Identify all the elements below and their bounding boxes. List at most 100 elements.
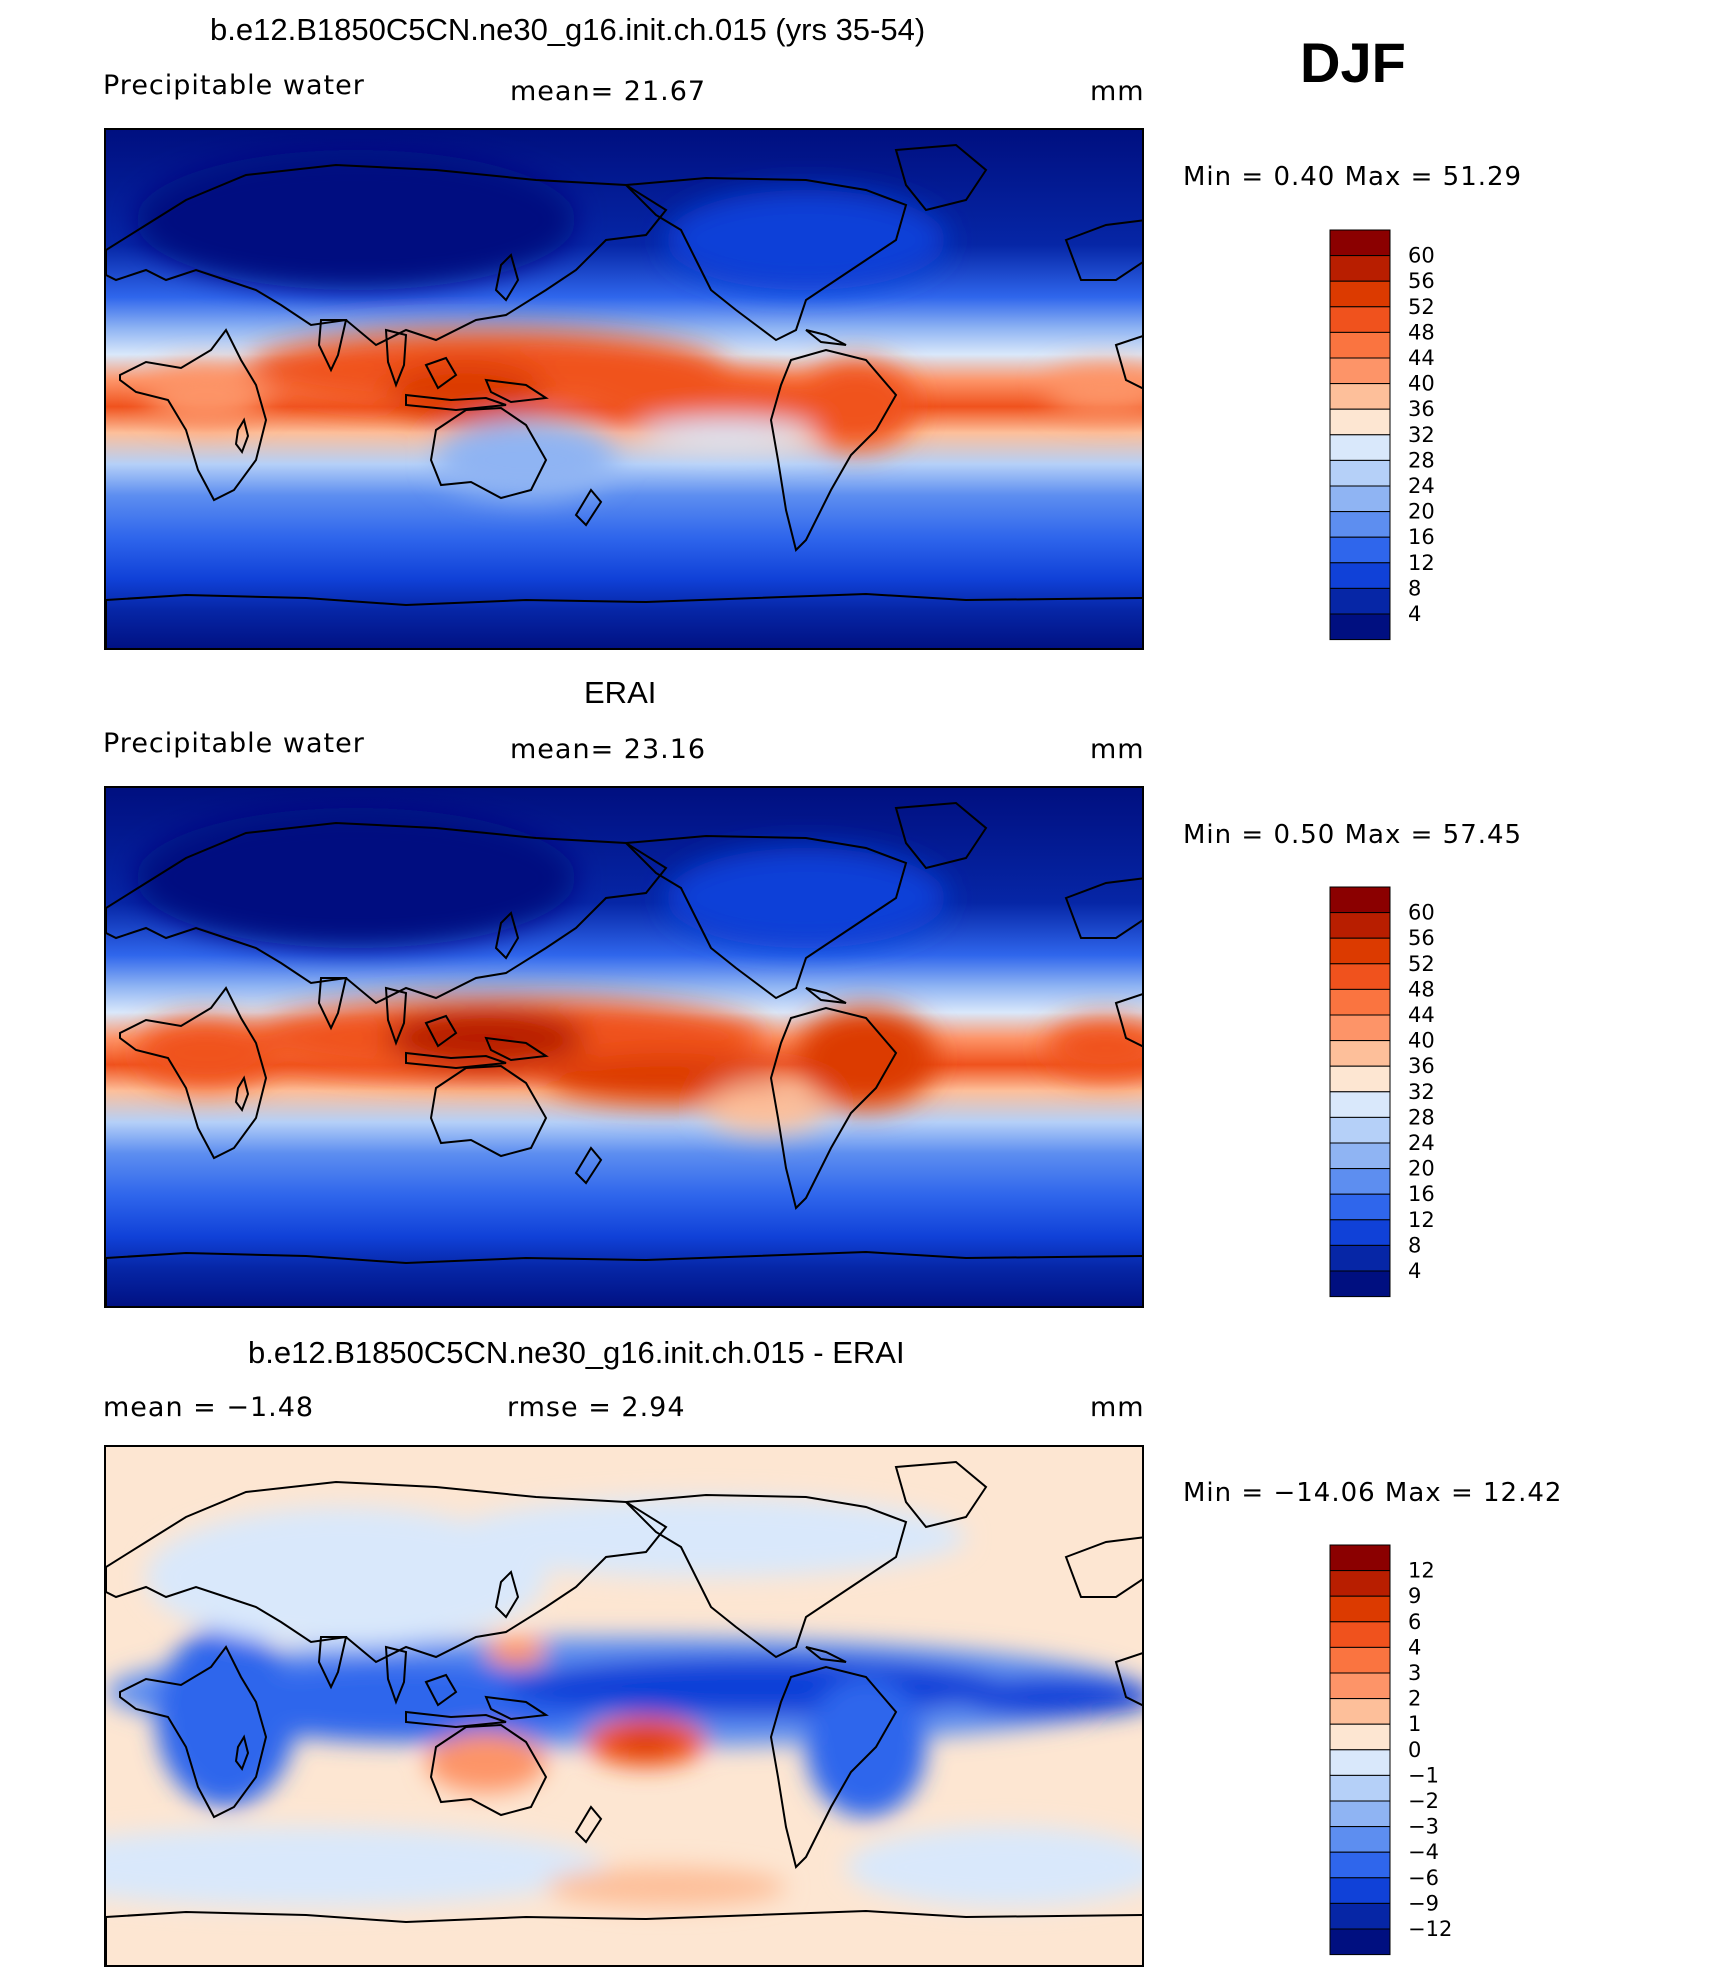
colorbar-tick-label: 2	[1408, 1687, 1421, 1711]
colorbar-swatch	[1329, 383, 1391, 410]
colorbar-swatch	[1329, 1646, 1391, 1674]
coastline	[119, 1645, 268, 1819]
coastline	[894, 143, 988, 212]
colorbar-swatch	[1329, 459, 1391, 487]
field-blob	[1046, 365, 1142, 415]
coastline	[1114, 335, 1142, 390]
coastline	[317, 977, 348, 1031]
coastline	[106, 1909, 1142, 1965]
colorbar-swatch	[1329, 1193, 1391, 1221]
coastline	[574, 488, 603, 527]
coastline	[894, 1460, 988, 1529]
colorbar-tick-label: 4	[1408, 1259, 1421, 1283]
field-blob	[446, 1497, 966, 1577]
coastlines	[106, 1460, 1142, 1965]
coastline	[429, 1064, 548, 1158]
colorbar-swatch	[1329, 255, 1391, 282]
colorbar-swatch	[1329, 1902, 1391, 1930]
colorbar-tick-label: 20	[1408, 500, 1435, 524]
coastline	[769, 348, 898, 552]
colorbar-swatch	[1329, 1698, 1391, 1725]
colorbar-swatch	[1329, 613, 1391, 641]
colorbar-swatch	[1329, 1065, 1391, 1093]
panel-diff-title: b.e12.B1850C5CN.ne30_g16.init.ch.015 - E…	[248, 1335, 905, 1370]
colorbar-swatch	[1329, 1826, 1391, 1853]
colorbar-tick-label: 0	[1408, 1738, 1421, 1762]
colorbar-tick-label: 44	[1408, 1003, 1435, 1027]
field-blob	[436, 420, 616, 500]
coastline	[429, 1723, 548, 1817]
field-blob	[796, 1008, 936, 1108]
map-svg	[106, 788, 1142, 1306]
colorbar-tick-label: 4	[1408, 602, 1421, 626]
panel-obs-units: mm	[1090, 734, 1145, 765]
coastline	[574, 1805, 603, 1844]
colorbar-tick-label: 20	[1408, 1157, 1435, 1181]
colorbar-swatch	[1329, 886, 1391, 914]
coastline	[424, 1673, 458, 1707]
colorbar-swatch	[1329, 1800, 1391, 1828]
colorbar-tick-label: 16	[1408, 1182, 1435, 1206]
colorbar-tick-label: 12	[1408, 1559, 1435, 1583]
colorbar-tick-label: −1	[1408, 1763, 1439, 1787]
colorbar-tick-label: 56	[1408, 269, 1435, 293]
panel-diff-map	[104, 1445, 1144, 1967]
coastline	[484, 378, 549, 404]
field-blob	[956, 1677, 1142, 1717]
colorbar-tick-label: 48	[1408, 320, 1435, 344]
field-blob	[586, 372, 826, 428]
coastline	[317, 319, 348, 373]
coastline	[424, 1014, 458, 1048]
colorbar-swatch	[1329, 1091, 1391, 1118]
panel-diff-minmax: Min = −14.06 Max = 12.42	[1183, 1478, 1563, 1508]
field-blob	[846, 1827, 1142, 1907]
colorbar-swatch	[1329, 1116, 1391, 1144]
colorbar-tick-label: 40	[1408, 1029, 1435, 1053]
colorbar-tick-label: 8	[1408, 576, 1421, 600]
colorbar-swatch	[1329, 988, 1391, 1016]
coastline	[106, 592, 1142, 648]
panel-model-map	[104, 128, 1144, 650]
field-blob	[546, 1867, 786, 1907]
field-blobs	[106, 1497, 1142, 1907]
colorbar-tick-label: −4	[1408, 1840, 1439, 1864]
colorbar-swatch	[1329, 1168, 1391, 1195]
coastline	[429, 406, 548, 500]
map-svg	[106, 1447, 1142, 1965]
colorbar-swatch	[1329, 434, 1391, 461]
coastline	[623, 1493, 908, 1659]
colorbar-swatch	[1329, 280, 1391, 308]
field-blob	[806, 1677, 926, 1817]
coastline	[384, 1645, 408, 1705]
panel-model-title: b.e12.B1850C5CN.ne30_g16.init.ch.015 (yr…	[210, 12, 926, 47]
coastline	[234, 1075, 250, 1113]
colorbar-tick-label: 32	[1408, 423, 1435, 447]
colorbar-tick-label: 8	[1408, 1233, 1421, 1257]
colorbar-tick-label: 56	[1408, 926, 1435, 950]
colorbar-swatch	[1329, 937, 1391, 965]
panel-diff-units: mm	[1090, 1392, 1145, 1423]
colorbar-swatch	[1329, 1040, 1391, 1067]
colorbar-tick-label: 36	[1408, 397, 1435, 421]
panel-model-variable: Precipitable water	[103, 70, 365, 101]
coastline	[769, 1006, 898, 1210]
colorbar-swatch	[1329, 1595, 1391, 1623]
colorbar-swatch	[1329, 1723, 1391, 1751]
coastline	[494, 1570, 520, 1619]
coastline	[894, 801, 988, 870]
field-blob	[136, 1018, 276, 1088]
field-blob	[136, 808, 576, 948]
coastline	[574, 1146, 603, 1185]
colorbar-tick-label: 16	[1408, 525, 1435, 549]
coastline	[805, 329, 847, 346]
coastline	[484, 1036, 549, 1062]
coastline	[1064, 219, 1142, 281]
colorbar-swatch	[1329, 408, 1391, 436]
colorbar-tick-label: −2	[1408, 1789, 1439, 1813]
coastline	[384, 986, 408, 1046]
field-blob	[506, 1657, 1006, 1717]
field-blob	[146, 1507, 546, 1647]
